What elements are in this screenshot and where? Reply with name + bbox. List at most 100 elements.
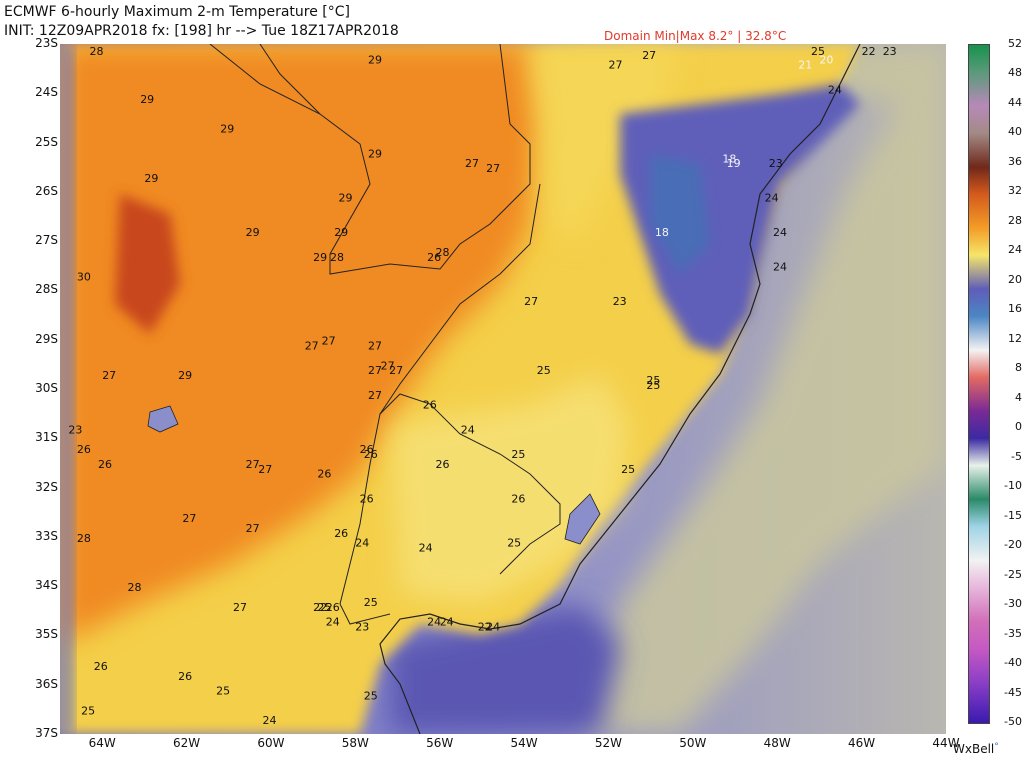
- temperature-value-label: 22: [478, 621, 492, 634]
- color-scale-label: 8: [1015, 361, 1022, 375]
- longitude-label: 48W: [763, 736, 791, 750]
- temperature-value-label: 24: [440, 616, 454, 629]
- longitude-label: 58W: [341, 736, 369, 750]
- color-scale-label: 20: [1008, 272, 1022, 286]
- temperature-map[interactable]: 28 29 27 27 25 23 22 20 21 24 29 29 29 27 27 18 19 23 29 29…: [60, 44, 946, 734]
- color-scale-label: 44: [1008, 95, 1022, 109]
- temperature-value-label: 24: [773, 226, 787, 239]
- hottest-core: [115, 194, 180, 334]
- temperature-value-label: 26: [427, 251, 441, 264]
- color-scale-label: 52: [1008, 37, 1022, 50]
- temperature-value-label: 29: [368, 54, 382, 67]
- ocean-warm-band: [520, 44, 946, 734]
- temperature-value-label: 23: [68, 423, 82, 436]
- temperature-value-label: 25: [537, 364, 551, 377]
- temperature-value-label: 29: [339, 192, 353, 205]
- hot-zone: [60, 44, 540, 644]
- temperature-value-label: 20: [819, 54, 833, 67]
- temperature-value-label: 18: [655, 226, 669, 239]
- color-scale-label: -50: [1004, 715, 1022, 728]
- temperature-value-label: 29: [140, 93, 154, 106]
- wxbell-credit[interactable]: WxBell°: [953, 742, 999, 756]
- coldest-core: [650, 154, 710, 274]
- bolivia-border: [259, 44, 321, 115]
- highland-cool-zone: [620, 84, 860, 354]
- temperature-value-label: 29: [178, 369, 192, 382]
- paraguay-border: [209, 44, 531, 275]
- temperature-value-label: 29: [334, 226, 348, 239]
- coastline: [379, 44, 861, 734]
- temperature-value-label: 24: [773, 261, 787, 274]
- latitude-label: 28S: [35, 282, 58, 297]
- temperature-value-label: 26: [317, 468, 331, 481]
- color-scale-gradient: [969, 45, 989, 723]
- color-scale-label: -5: [1011, 449, 1022, 463]
- north-mild-zone: [530, 44, 680, 244]
- temperature-value-label: 25: [646, 374, 660, 387]
- temperature-value-label: 29: [313, 251, 327, 264]
- andes-strip: [60, 44, 74, 734]
- latitude-label: 24S: [35, 85, 58, 100]
- color-scale-label: -25: [1004, 567, 1022, 581]
- temperature-value-label: 25: [646, 379, 660, 392]
- color-scale-label: 16: [1008, 302, 1022, 316]
- temperature-value-label: 26: [360, 492, 374, 505]
- uruguay-border: [379, 393, 561, 575]
- temperature-value-label: 24: [828, 83, 842, 96]
- temperature-value-label: 24: [263, 714, 277, 727]
- temperature-value-label: 26: [94, 660, 108, 673]
- longitude-label: 54W: [510, 736, 538, 750]
- temperature-value-label: 27: [368, 340, 382, 353]
- temperature-value-label: 29: [144, 172, 158, 185]
- init-time-label: INIT: 12Z09APR2018 fx: [198] hr --> Tue …: [4, 23, 399, 39]
- temperature-value-label: 24: [355, 537, 369, 550]
- temperature-value-label: 25: [216, 685, 230, 698]
- latitude-label: 35S: [35, 627, 58, 642]
- temperature-value-label: 26: [178, 670, 192, 683]
- color-scale-label: 40: [1008, 125, 1022, 139]
- color-scale-label: 4: [1015, 390, 1022, 404]
- temperature-value-label: 26: [98, 458, 112, 471]
- temperature-value-label: 27: [465, 157, 479, 170]
- longitude-label: 46W: [848, 736, 876, 750]
- temperature-value-label: 27: [368, 364, 382, 377]
- color-scale-label: -15: [1004, 508, 1022, 522]
- temperature-value-label: 23: [769, 157, 783, 170]
- temperature-value-label: 22: [862, 45, 876, 58]
- latitude-label: 29S: [35, 331, 58, 346]
- temperature-value-label: 24: [765, 192, 779, 205]
- temperature-value-label: 25: [511, 448, 525, 461]
- temperature-value-label: 27: [182, 512, 196, 525]
- temperature-value-label: 28: [90, 45, 104, 58]
- temperature-value-label: 27: [246, 458, 260, 471]
- temperature-value-label: 23: [883, 45, 897, 58]
- temperature-value-label: 27: [368, 389, 382, 402]
- latitude-label: 30S: [35, 381, 58, 395]
- temperature-value-label: 24: [427, 616, 441, 629]
- longitude-label: 56W: [426, 736, 454, 750]
- temperature-value-label: 29: [246, 226, 260, 239]
- temperature-value-label: 25: [811, 45, 825, 58]
- temperature-value-label: 28: [128, 581, 142, 594]
- temperature-value-label: 25: [507, 537, 521, 550]
- temperature-value-label: 18: [722, 152, 736, 165]
- longitude-label: 60W: [257, 736, 285, 750]
- longitude-label: 50W: [679, 736, 707, 750]
- latitude-label: 31S: [35, 430, 58, 445]
- uruguay-mild-zone: [390, 374, 630, 604]
- temperature-value-label: 19: [727, 157, 741, 170]
- temperature-value-label: 26: [364, 448, 378, 461]
- temperature-value-label: 27: [486, 162, 500, 175]
- color-scale-label: 0: [1015, 420, 1022, 434]
- credit-text: WxBell: [953, 742, 995, 756]
- temperature-value-label: 24: [461, 423, 475, 436]
- color-scale-label: 24: [1008, 243, 1022, 257]
- temperature-value-label: 27: [609, 59, 623, 72]
- color-scale-label: -10: [1004, 479, 1022, 493]
- temperature-value-label: 24: [419, 542, 433, 555]
- latitude-label: 34S: [35, 578, 58, 593]
- map-title: ECMWF 6-hourly Maximum 2-m Temperature […: [4, 4, 351, 20]
- temperature-value-label: 24: [326, 616, 340, 629]
- longitude-label: 62W: [172, 736, 201, 750]
